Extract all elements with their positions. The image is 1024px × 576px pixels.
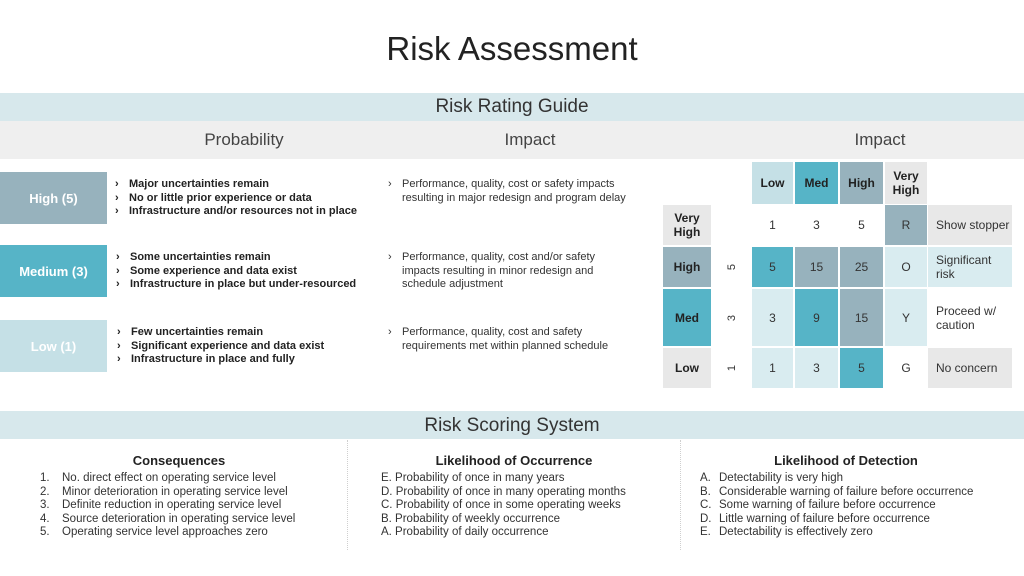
risk-rating-guide-bar: Risk Rating Guide	[0, 93, 1024, 121]
probability-low-box: Low (1)	[0, 320, 107, 372]
probability-low-label: Low (1)	[30, 338, 77, 354]
probability-header: Probability	[204, 130, 284, 149]
list-item: 4. Source deterioration in operating serv…	[40, 512, 296, 525]
matrix-cell: O	[885, 247, 927, 287]
matrix-cell: 9	[795, 289, 838, 346]
high-impact-description: › Performance, quality, cost or safety im…	[388, 178, 626, 204]
occurrence-list: E. Probability of once in many years D. …	[381, 472, 626, 540]
list-item: A. Detectability is very high	[700, 472, 843, 484]
detection-heading: Likelihood of Detection	[774, 453, 918, 468]
occurrence-heading: Likelihood of Occurrence	[435, 453, 593, 468]
matrix-cell: G	[885, 348, 927, 388]
matrix-col-header: Low	[752, 162, 793, 204]
matrix-cell: 5	[840, 348, 883, 388]
probability-medium-box: Medium (3)	[0, 245, 107, 297]
list-item: 2. Minor deterioration in operating servi…	[40, 485, 288, 498]
matrix-cell: R	[885, 205, 927, 245]
list-item: › Some experience and data exist	[116, 264, 297, 277]
list-item: B. Probability of weekly occurrence	[381, 512, 560, 525]
matrix-cell: 25	[840, 247, 883, 287]
list-item: C. Some warning of failure before occurre…	[700, 499, 936, 511]
medium-impact-description: › Performance, quality, cost and/or safet…	[388, 251, 595, 290]
list-item: B. Considerable warning of failure before…	[700, 485, 974, 498]
list-item: › Few uncertainties remain	[117, 326, 264, 338]
matrix-row-number: 1	[726, 364, 738, 372]
list-item: A. Probability of daily occurrence	[381, 526, 549, 538]
matrix-cell: 3	[795, 205, 838, 245]
matrix-cell: Y	[885, 289, 927, 346]
risk-scoring-bar: Risk Scoring System	[0, 411, 1024, 439]
risk-scoring-title: Risk Scoring System	[424, 415, 600, 436]
consequences-list: 1. No. direct effect on operating service…	[40, 472, 295, 540]
matrix-row-number: 5	[726, 263, 738, 271]
risk-rating-guide-title: Risk Rating Guide	[435, 96, 589, 117]
probability-high-label: High (5)	[29, 190, 78, 206]
matrix-row-header: Med	[663, 289, 711, 346]
list-item: 1. No. direct effect on operating service…	[40, 472, 276, 484]
list-item: › Some uncertainties remain	[116, 251, 271, 263]
list-item: › Infrastructure in place but under-resou…	[116, 278, 357, 290]
matrix-row-description: No concern	[928, 348, 1012, 388]
matrix-row-number: 3	[726, 314, 738, 321]
list-item: › Infrastructure and/or resources not in …	[115, 205, 358, 217]
consequences-heading: Consequences	[132, 453, 226, 468]
matrix-cell: 3	[752, 289, 793, 346]
impact-header-left: Impact	[504, 130, 556, 149]
column-divider	[680, 440, 681, 550]
low-probability-list: › Few uncertainties remain › Significant e…	[117, 326, 324, 367]
matrix-row-header: High	[663, 247, 711, 287]
list-item: C. Probability of once in some operating…	[381, 499, 621, 511]
matrix-cell: 5	[752, 247, 793, 287]
column-divider	[347, 440, 348, 550]
impact-header-right: Impact	[854, 130, 906, 149]
list-item: 5. Operating service level approaches zer…	[40, 526, 268, 538]
matrix-cell: 1	[752, 205, 793, 245]
matrix-row-header: Very High	[663, 205, 711, 245]
list-item: › No or little prior experience or data	[115, 191, 312, 204]
high-probability-list: › Major uncertainties remain › No or littl…	[115, 178, 357, 219]
matrix-cell: 1	[752, 348, 793, 388]
matrix-col-header: Med	[795, 162, 838, 204]
matrix-cell: 3	[795, 348, 838, 388]
matrix-row-header: Low	[663, 348, 711, 388]
probability-high-box: High (5)	[0, 172, 107, 224]
list-item: › Major uncertainties remain	[115, 178, 269, 190]
matrix-row-description: Proceed w/ caution	[928, 289, 1012, 346]
column-header-bar: Probability Impact Impact	[0, 121, 1024, 159]
list-item: 3. Definite reduction in operating servic…	[40, 499, 282, 511]
medium-probability-list: › Some uncertainties remain › Some experie…	[116, 251, 356, 292]
list-item: E. Probability of once in many years	[381, 472, 565, 484]
matrix-row-description: Show stopper	[928, 205, 1012, 245]
detection-list: A. Detectability is very high B. Considera…	[700, 472, 973, 540]
probability-medium-label: Medium (3)	[19, 263, 88, 279]
matrix-cell: 15	[840, 289, 883, 346]
list-item: D. Little warning of failure before occur…	[700, 512, 930, 525]
list-item: E. Detectability is effectively zero	[700, 526, 873, 538]
matrix-row-description: Significant risk	[928, 247, 1012, 287]
list-item: › Significant experience and data exist	[117, 339, 325, 352]
page-title: Risk Assessment	[386, 30, 638, 67]
matrix-cell: 5	[840, 205, 883, 245]
low-impact-description: › Performance, quality, cost and safety r…	[388, 326, 609, 352]
matrix-col-header: Very High	[885, 162, 927, 204]
matrix-col-header: High	[840, 162, 883, 204]
list-item: › Infrastructure in place and fully	[117, 353, 295, 365]
matrix-cell: 15	[795, 247, 838, 287]
list-item: D. Probability of once in many operating…	[381, 485, 626, 498]
